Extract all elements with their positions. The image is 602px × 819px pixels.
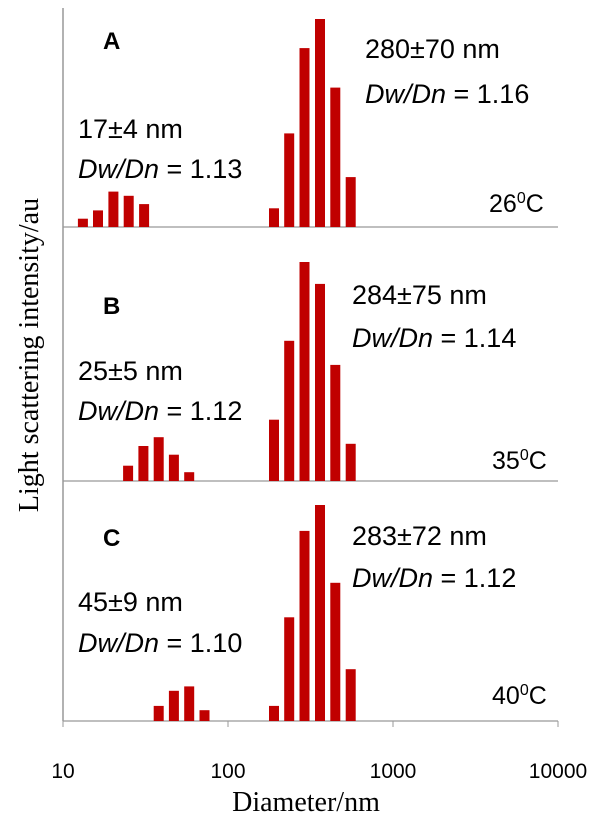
histogram-bar xyxy=(184,472,195,481)
panel-a-small-size: 17±4 nm xyxy=(78,114,183,144)
temperature-unit: C xyxy=(529,682,547,710)
histogram-bar xyxy=(269,705,279,721)
panel-a-large-dwdn: Dw/Dn = 1.16 xyxy=(365,79,529,109)
temperature-degree: 0 xyxy=(520,447,529,464)
panel-b-large-size: 284±75 nm xyxy=(352,280,487,310)
histogram-bar xyxy=(284,617,295,721)
dwdn-label: Dw/Dn xyxy=(78,396,159,426)
temperature-value: 26 xyxy=(489,190,517,218)
panel-a-label: A xyxy=(103,28,120,55)
histogram-bar xyxy=(153,437,164,481)
histogram-bar xyxy=(330,87,341,227)
histogram-bar xyxy=(123,465,134,481)
panel-b-label: B xyxy=(103,293,120,320)
dwdn-value: = 1.12 xyxy=(159,396,242,426)
histogram-bar xyxy=(269,208,279,227)
histogram-bar xyxy=(139,204,150,227)
temperature-value: 35 xyxy=(492,447,520,475)
x-tick-label: 10 xyxy=(51,760,74,783)
dwdn-label: Dw/Dn xyxy=(352,563,433,593)
temperature-value: 40 xyxy=(492,682,520,710)
panel-c-label: C xyxy=(103,525,120,552)
temperature-degree: 0 xyxy=(517,190,526,207)
panel-b-temperature: 350C xyxy=(492,447,547,475)
histogram-bar xyxy=(269,419,279,481)
histogram-bar xyxy=(345,177,356,227)
histogram-bar xyxy=(345,443,356,481)
panel-b-small-dwdn: Dw/Dn = 1.12 xyxy=(78,396,242,426)
histogram-bar xyxy=(123,195,134,227)
dwdn-value: = 1.12 xyxy=(433,563,516,593)
panel-c-small-dwdn: Dw/Dn = 1.10 xyxy=(78,628,242,658)
panel-a-small-dwdn: Dw/Dn = 1.13 xyxy=(78,154,242,184)
panel-a-large-size: 280±70 nm xyxy=(365,34,500,64)
histogram-bar xyxy=(284,133,295,227)
histogram-bar xyxy=(299,530,310,721)
histogram-bar xyxy=(77,218,88,227)
histogram-bar xyxy=(315,19,325,227)
histogram-bar xyxy=(168,690,179,721)
dwdn-value: = 1.10 xyxy=(159,628,242,658)
panel-b-small-size: 25±5 nm xyxy=(78,356,183,386)
histogram-bar xyxy=(199,710,210,721)
panel-c-large-size: 283±72 nm xyxy=(352,521,487,551)
histogram-bar xyxy=(184,686,195,721)
x-tick-label: 1000 xyxy=(370,760,417,783)
bars-layer xyxy=(77,19,356,721)
histogram-bar xyxy=(299,48,310,227)
temperature-degree: 0 xyxy=(520,682,529,699)
x-tick-label: 10000 xyxy=(529,760,587,783)
x-axis-label: Diameter/nm xyxy=(232,787,380,818)
histogram-bar xyxy=(168,454,179,481)
y-axis-label: Light scattering intensity/au xyxy=(14,198,45,512)
panel-c-small-size: 45±9 nm xyxy=(78,587,183,617)
dwdn-value: = 1.16 xyxy=(446,79,529,109)
histogram-bar xyxy=(315,505,325,721)
temperature-unit: C xyxy=(529,447,547,475)
dwdn-label: Dw/Dn xyxy=(78,628,159,658)
panel-c-temperature: 400C xyxy=(492,682,547,710)
histogram-bar xyxy=(330,364,341,481)
dwdn-label: Dw/Dn xyxy=(352,323,433,353)
histogram-bar xyxy=(138,446,149,481)
panel-c-large-dwdn: Dw/Dn = 1.12 xyxy=(352,563,516,593)
histogram-bar xyxy=(345,669,356,721)
histogram-bar xyxy=(284,340,295,481)
histogram-bar xyxy=(299,262,310,481)
x-tick-label: 100 xyxy=(210,760,245,783)
dwdn-value: = 1.14 xyxy=(433,323,516,353)
histogram-bar xyxy=(330,582,341,721)
histogram-bar xyxy=(315,283,325,481)
temperature-unit: C xyxy=(526,190,544,218)
histogram-bar xyxy=(108,191,119,227)
dwdn-value: = 1.13 xyxy=(159,154,242,184)
histogram-bar xyxy=(93,210,103,227)
panel-a-temperature: 260C xyxy=(489,190,544,218)
dwdn-label: Dw/Dn xyxy=(365,79,446,109)
dwdn-label: Dw/Dn xyxy=(78,154,159,184)
panel-b-large-dwdn: Dw/Dn = 1.14 xyxy=(352,323,516,353)
histogram-bar xyxy=(153,705,164,721)
